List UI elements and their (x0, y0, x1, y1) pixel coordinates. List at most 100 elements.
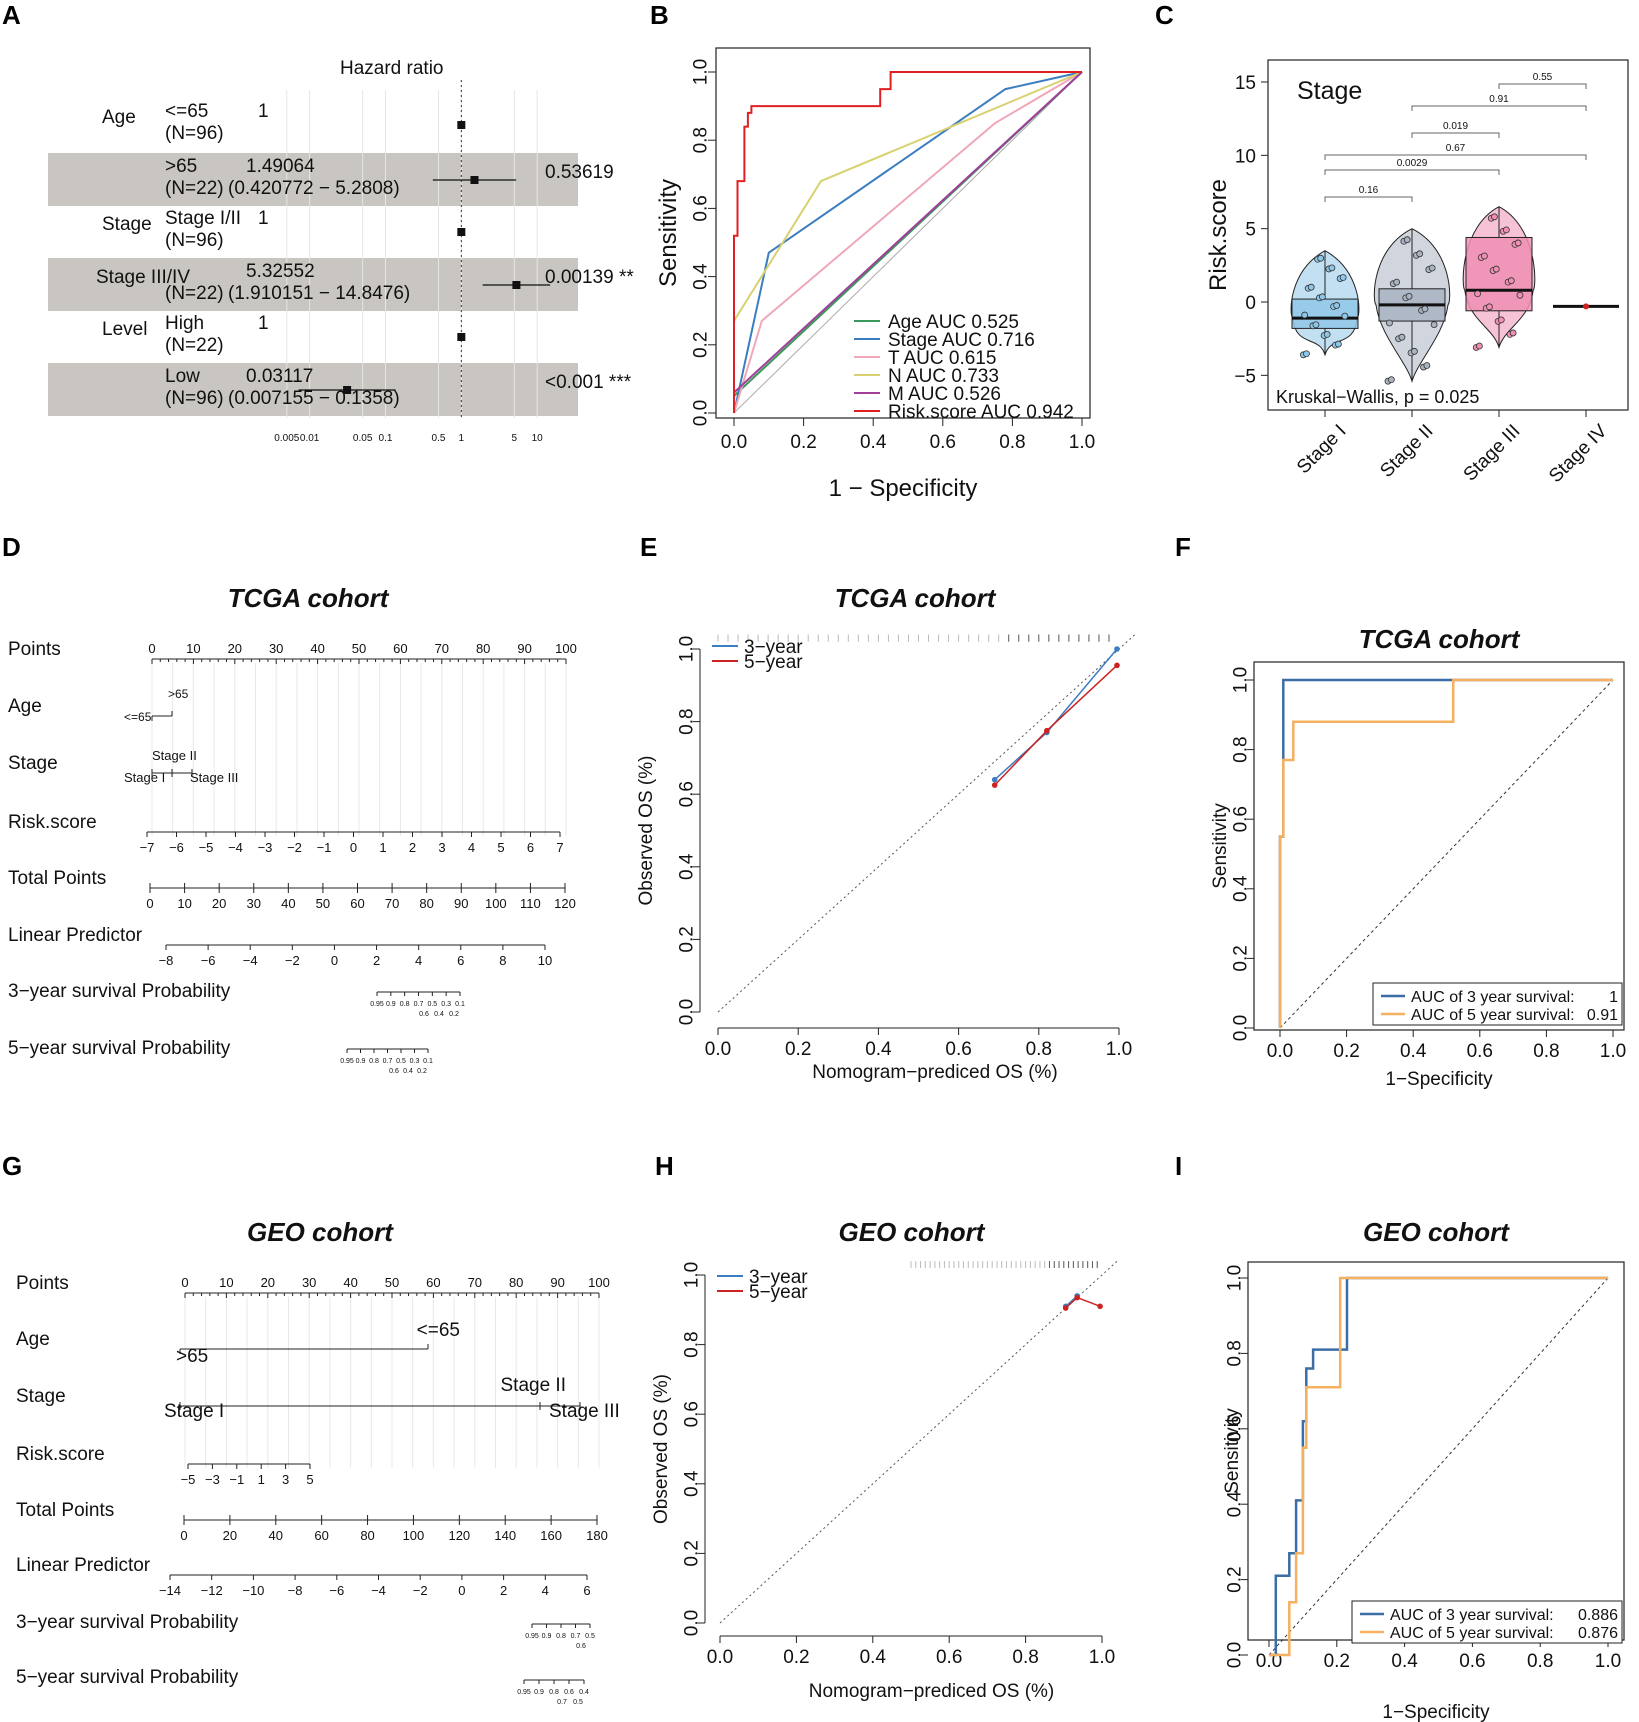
nomogram-total-tick: 80 (419, 896, 433, 911)
nomogram-stage-label: Stage II (501, 1375, 567, 1396)
nomogram-risk-tick: −3 (258, 840, 273, 855)
forest-hr-value: 1 (258, 313, 269, 334)
roc-diagonal (1279, 679, 1614, 1029)
violin-y-tick: 5 (1245, 220, 1256, 241)
violin-comparison-bracket (1324, 196, 1413, 202)
nomogram-risk-tick: 6 (527, 840, 534, 855)
nomogram-survival-tick: 0.4 (403, 1068, 413, 1075)
violin-comparison-bracket (1324, 169, 1500, 175)
calibration-x-tick: 0.8 (1026, 1039, 1052, 1060)
roc-b-x-tick: 0.0 (721, 432, 747, 453)
violin-point (1475, 342, 1483, 350)
nomogram-stage-label: Stage III (190, 770, 238, 785)
forest-point (457, 228, 466, 236)
nomogram-total-tick: 0 (180, 1528, 187, 1543)
calibration-y-tick: 1.0 (677, 636, 698, 662)
roc-b-legend-label: Age AUC 0.525 (888, 312, 1019, 333)
forest-x-tick: 0.1 (379, 433, 393, 444)
roc-x-tick: 0.4 (1400, 1041, 1427, 1062)
panel-letter-c: C (1155, 0, 1174, 30)
calibration-point (1114, 662, 1120, 669)
roc-legend-label: AUC of 5 year survival: (1390, 1625, 1554, 1642)
nomogram-risk-tick: −2 (287, 840, 302, 855)
panel-letter-i: I (1175, 1151, 1182, 1181)
violin-point (1430, 321, 1438, 328)
forest-level-label: High (165, 313, 204, 334)
nomogram-stage-label: Stage I (164, 1401, 224, 1422)
calibration-y-label: Observed OS (%) (651, 1374, 672, 1524)
nomogram-row-label: 3−year survival Probability (16, 1612, 239, 1633)
calibration-point (991, 776, 998, 783)
roc-b-legend-label: Risk.score AUC 0.942 (888, 402, 1074, 423)
roc-b-series-line (733, 71, 1082, 413)
nomogram-points-tick: 100 (555, 641, 577, 656)
panel-letter-a: A (2, 0, 21, 30)
calibration-y-tick: 0.6 (682, 1401, 703, 1427)
nomogram-survival-tick: 0.3 (441, 1001, 451, 1008)
violin-point (1312, 321, 1320, 329)
violin-point (1303, 350, 1310, 358)
nomogram-lp-tick: 6 (457, 953, 464, 968)
violin-point (1341, 312, 1349, 320)
forest-x-tick: 0.005 (274, 433, 299, 444)
roc-b-x-tick: 0.8 (999, 432, 1025, 453)
violin-point (1393, 278, 1401, 286)
nomogram-risk-tick: 1 (258, 1472, 265, 1487)
violin-comparison-label: 0.67 (1446, 143, 1466, 154)
nomogram-points-tick: 0 (181, 1275, 188, 1290)
calibration-x-tick: 0.4 (865, 1039, 892, 1060)
roc-b-x-tick: 0.4 (860, 432, 887, 453)
nomogram-age-label: >65 (176, 1346, 208, 1367)
forest-p-value: 0.53619 (545, 162, 614, 183)
violin-comparison-label: 0.16 (1359, 185, 1379, 196)
nomogram-row-label: Linear Predictor (8, 925, 143, 946)
nomogram-row-label: Total Points (8, 868, 106, 889)
roc-legend-value: 0.876 (1578, 1625, 1618, 1642)
violin-point (1403, 236, 1411, 244)
forest-group-label: Level (102, 319, 147, 340)
nomogram-points-tick: 0 (148, 641, 155, 656)
nomogram-lp-tick: 4 (415, 953, 422, 968)
nomogram-age-label: <=65 (417, 1320, 460, 1341)
roc-x-tick: 0.6 (1459, 1651, 1485, 1672)
nomogram-total-tick: 30 (247, 896, 261, 911)
roc-x-label: 1−Specificity (1382, 1702, 1490, 1722)
roc-b-x-tick: 1.0 (1069, 432, 1095, 453)
calibration-y-tick: 0.6 (677, 781, 698, 807)
panel-letter-f: F (1175, 532, 1191, 562)
panel-c-violin-chart: −5 0 5 10 15 Risk.score Stage 0.16 0.0029 0.67 0.0… (1205, 59, 1629, 487)
roc-b-legend-label: T AUC 0.615 (888, 348, 996, 369)
panel-letter-g: G (2, 1151, 22, 1181)
nomogram-points-tick: 50 (385, 1275, 399, 1290)
forest-x-tick: 0.01 (300, 433, 320, 444)
forest-ci-value: (1.910151 − 14.8476) (228, 283, 410, 304)
forest-group-label: Stage (102, 214, 152, 235)
roc-b-x-label: 1 − Specificity (829, 475, 978, 502)
calibration-x-tick: 0.6 (936, 1647, 962, 1668)
calibration-x-tick: 0.0 (705, 1039, 731, 1060)
nomogram-survival-tick: 0.7 (557, 1699, 567, 1706)
nomogram-lp-tick: 2 (373, 953, 380, 968)
violin-x-tick: Stage IV (1545, 420, 1612, 487)
nomogram-points-tick: 70 (468, 1275, 482, 1290)
roc-x-tick: 0.8 (1527, 1651, 1553, 1672)
nomogram-row-label: Stage (16, 1386, 66, 1407)
roc-y-tick: 0.4 (1231, 875, 1252, 902)
calibration-point (1114, 646, 1120, 652)
violin-point (1398, 333, 1406, 341)
roc-y-tick: 0.2 (1231, 945, 1252, 971)
violin-comparison-label: 0.019 (1443, 121, 1468, 132)
violin-title: Stage (1297, 77, 1362, 105)
nomogram-total-tick: 140 (494, 1528, 516, 1543)
violin-x-tick: Stage I (1293, 421, 1350, 478)
nomogram-risk-tick: 5 (306, 1472, 313, 1487)
nomogram-survival-tick: 0.1 (423, 1058, 433, 1065)
roc-b-y-tick: 0.4 (691, 263, 712, 290)
nomogram-survival-tick: 0.8 (400, 1001, 410, 1008)
calibration-legend-label: 5−year (749, 1282, 808, 1303)
nomogram-total-tick: 20 (212, 896, 226, 911)
roc-y-tick: 0.8 (1231, 736, 1252, 762)
calibration-x-label: Nomogram−prediced OS (%) (812, 1062, 1058, 1083)
violin-kruskal-annotation: Kruskal−Wallis, p = 0.025 (1276, 387, 1479, 407)
